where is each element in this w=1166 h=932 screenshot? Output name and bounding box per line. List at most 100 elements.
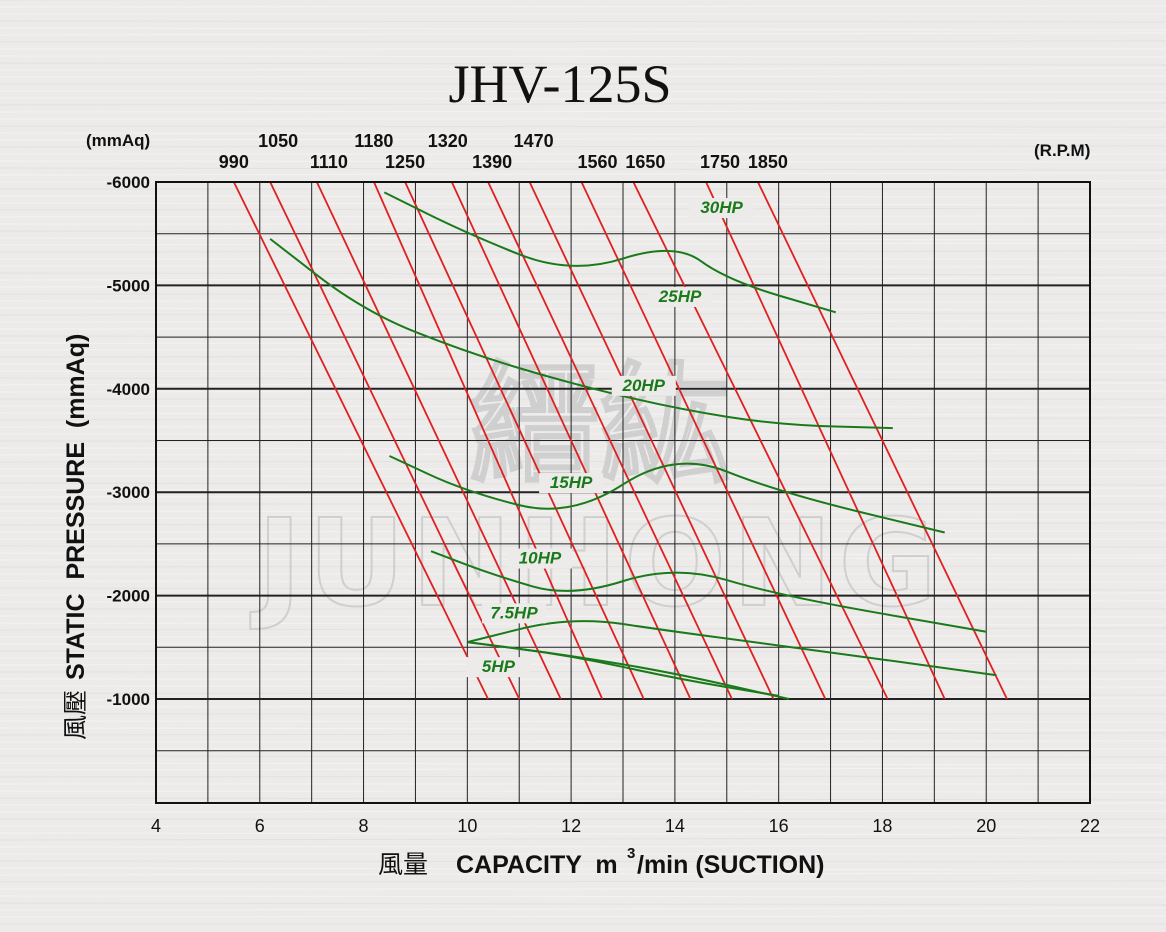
texture-line — [0, 790, 1166, 793]
texture-line — [0, 195, 1166, 198]
rpm-label-1320: 1320 — [428, 131, 468, 151]
texture-line — [0, 300, 1166, 303]
hp-curve-30HP — [383, 191, 837, 314]
texture-line — [0, 495, 1166, 498]
x-tick-label: 14 — [665, 816, 685, 836]
texture-line — [0, 907, 1166, 911]
rpm-curve-1320 — [450, 181, 692, 700]
texture-line — [0, 517, 1166, 521]
texture-line — [0, 75, 1166, 78]
hp-curve-20HP — [389, 455, 945, 534]
texture-line — [0, 797, 1166, 801]
rpm-label-1850: 1850 — [748, 152, 788, 172]
x-axis-label-text: CAPACITY m — [456, 851, 618, 879]
texture-line — [0, 110, 1166, 113]
texture-line — [0, 557, 1166, 561]
texture-line — [0, 250, 1166, 253]
texture-line — [0, 860, 1166, 863]
x-tick-label: 18 — [872, 816, 892, 836]
texture-line — [0, 307, 1166, 311]
texture-line — [0, 237, 1166, 241]
texture-line — [0, 740, 1166, 743]
x-tick-label: 20 — [976, 816, 996, 836]
texture-line — [0, 460, 1166, 463]
hp-label-15HP: 15HP — [550, 473, 593, 492]
texture-line — [0, 895, 1166, 898]
rpm-label-1650: 1650 — [625, 152, 665, 172]
hp-curve-25HP — [269, 238, 893, 430]
texture-line — [0, 580, 1166, 583]
texture-line — [0, 355, 1166, 358]
x-tick-label: 22 — [1080, 816, 1100, 836]
texture-line — [0, 215, 1166, 218]
texture-line — [0, 67, 1166, 71]
hp-label-bg — [482, 603, 547, 624]
texture-line — [0, 837, 1166, 841]
rpm-label-1250: 1250 — [385, 152, 425, 172]
texture-line — [0, 902, 1166, 906]
texture-line — [0, 767, 1166, 771]
texture-line — [0, 867, 1166, 871]
x-axis-label: 風量 CAPACITY m 3 /min (SUCTION) — [378, 845, 825, 879]
rpm-curve-1180 — [373, 181, 604, 700]
texture-line — [0, 662, 1166, 666]
texture-line — [0, 832, 1166, 836]
texture-line — [0, 530, 1166, 533]
x-axis-label-sup: 3 — [627, 845, 635, 862]
x-tick-labels: 4 6 8 10 12 14 16 18 20 22 — [151, 816, 1100, 836]
texture-line — [0, 90, 1166, 93]
rpm-label-1470: 1470 — [514, 131, 554, 151]
rpm-label-1560: 1560 — [577, 152, 617, 172]
texture-line — [0, 670, 1166, 673]
y-tick-label: -4000 — [107, 380, 150, 399]
rpm-label-1180: 1180 — [354, 131, 393, 151]
rpm-curve-990 — [233, 181, 489, 700]
texture-line — [0, 377, 1166, 381]
texture-line — [0, 615, 1166, 618]
texture-line — [0, 342, 1166, 346]
rpm-label-1050: 1050 — [258, 131, 298, 151]
y-axis-label-cjk: 風壓 — [62, 690, 90, 740]
texture-line — [0, 32, 1166, 36]
hp-curve-10HP — [467, 620, 997, 677]
y-axis-label: 風壓 STATIC PRESSURE (mmAq) — [62, 334, 90, 740]
texture-line — [0, 97, 1166, 101]
hp-label-7.5HP: 7.5HP — [490, 603, 538, 622]
texture-line — [0, 685, 1166, 688]
y-unit-label: (mmAq) — [86, 131, 150, 150]
texture-line — [0, 417, 1166, 421]
hp-label-bg — [539, 473, 604, 494]
texture-line — [0, 160, 1166, 163]
texture-line — [0, 55, 1166, 58]
hp-curve-15HP — [430, 550, 987, 633]
hp-label-bg — [689, 198, 754, 219]
texture-line — [0, 27, 1166, 31]
texture-line — [0, 825, 1166, 828]
texture-line — [0, 242, 1166, 246]
rpm-curve-1650 — [632, 181, 889, 700]
texture-line — [0, 277, 1166, 281]
texture-line — [0, 692, 1166, 696]
rpm-curve-1560 — [580, 181, 827, 700]
texture-line — [0, 552, 1166, 556]
hp-label-bg — [648, 286, 713, 307]
texture-line — [0, 545, 1166, 548]
texture-line — [0, 320, 1166, 323]
texture-line — [0, 167, 1166, 171]
x-tick-label: 8 — [359, 816, 369, 836]
x-tick-label: 4 — [151, 816, 161, 836]
texture-line — [0, 102, 1166, 106]
texture-line — [0, 312, 1166, 316]
rpm-label-1750: 1750 — [700, 152, 740, 172]
texture-line — [0, 600, 1166, 603]
texture-line — [0, 132, 1166, 136]
hp-label-bg — [611, 375, 676, 396]
texture-line — [0, 20, 1166, 23]
hp-label-bg — [507, 548, 572, 569]
x-tick-label: 12 — [561, 816, 581, 836]
texture-line — [0, 425, 1166, 428]
rpm-curve-1050 — [269, 181, 521, 700]
